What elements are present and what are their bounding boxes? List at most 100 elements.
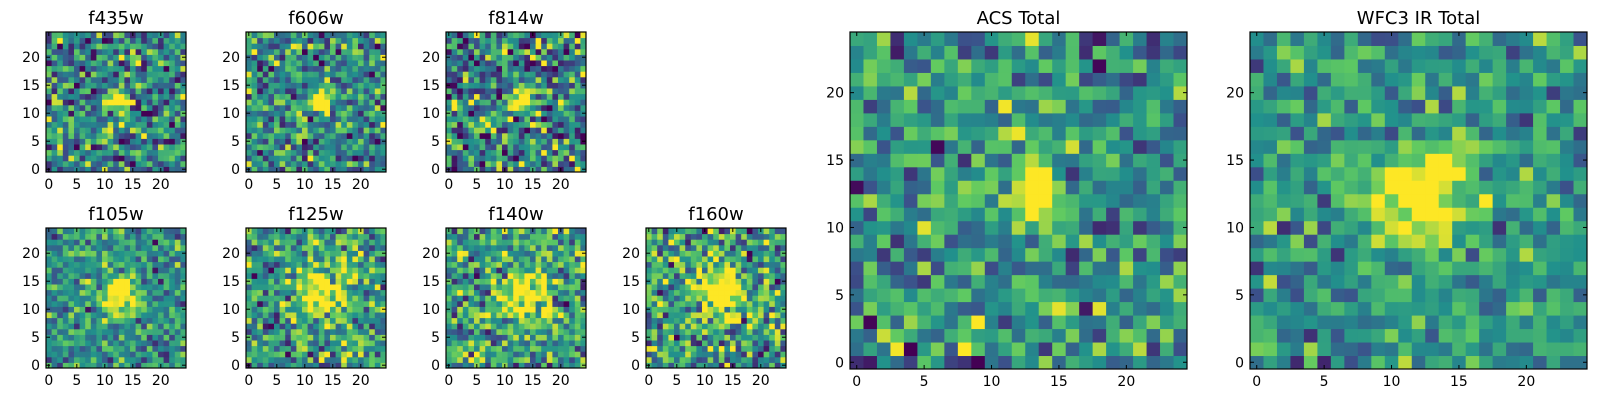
heatmap-cell xyxy=(246,312,253,319)
heatmap-cell xyxy=(1119,166,1134,181)
heatmap-cell xyxy=(752,306,759,313)
heatmap-cell xyxy=(68,306,75,313)
heatmap-cell xyxy=(152,43,159,50)
heatmap-cell xyxy=(251,250,258,257)
heatmap-cell xyxy=(462,71,469,78)
heatmap-cell xyxy=(479,127,486,134)
heatmap-cell xyxy=(930,234,945,249)
heatmap-cell xyxy=(530,48,537,55)
heatmap-cell xyxy=(158,144,165,151)
heatmap-cell xyxy=(730,289,737,296)
heatmap-cell xyxy=(930,261,945,276)
heatmap-cell xyxy=(479,149,486,156)
heatmap-cell xyxy=(130,239,137,246)
heatmap-cell xyxy=(113,340,120,347)
heatmap-cell xyxy=(141,104,148,111)
heatmap-cell xyxy=(530,261,537,268)
heatmap-cell xyxy=(102,93,109,100)
heatmap-cell xyxy=(246,351,253,358)
heatmap-cell xyxy=(502,104,509,111)
heatmap-cell xyxy=(774,323,781,330)
heatmap-cell xyxy=(474,295,481,302)
heatmap-cell xyxy=(546,250,553,257)
heatmap-cell xyxy=(374,127,381,134)
heatmap-cell xyxy=(1173,274,1188,289)
heatmap-cell xyxy=(702,256,709,263)
heatmap-cell xyxy=(468,155,475,162)
heatmap-cell xyxy=(524,149,531,156)
heatmap-cell xyxy=(135,160,142,167)
heatmap-cell xyxy=(262,295,269,302)
heatmap-cell xyxy=(558,138,565,145)
heatmap-cell xyxy=(290,323,297,330)
heatmap-cell xyxy=(169,121,176,128)
heatmap-cell xyxy=(174,340,181,347)
heatmap-cell xyxy=(307,261,314,268)
heatmap-cell xyxy=(158,272,165,279)
heatmap-cell xyxy=(679,233,686,240)
heatmap-cell xyxy=(324,121,331,128)
heatmap-cell xyxy=(290,278,297,285)
heatmap-cell xyxy=(468,284,475,291)
heatmap-cell xyxy=(702,312,709,319)
heatmap-cell xyxy=(62,160,69,167)
heatmap-cell xyxy=(57,250,64,257)
heatmap-cell xyxy=(696,328,703,335)
heatmap-cell xyxy=(346,104,353,111)
heatmap-cell xyxy=(674,356,681,363)
heatmap-cell xyxy=(90,239,97,246)
heatmap-cell xyxy=(507,76,514,83)
heatmap-cell xyxy=(1106,342,1121,357)
heatmap-cell xyxy=(574,104,581,111)
heatmap-cell xyxy=(462,312,469,319)
heatmap-cell xyxy=(62,60,69,67)
heatmap-cell xyxy=(569,267,576,274)
heatmap-cell xyxy=(135,345,142,352)
heatmap-cell xyxy=(146,356,153,363)
heatmap-cell xyxy=(51,149,58,156)
heatmap-cell xyxy=(1025,315,1040,330)
heatmap-cell xyxy=(769,340,776,347)
heatmap-cell xyxy=(62,233,69,240)
heatmap-cell xyxy=(352,239,359,246)
heatmap-cell xyxy=(724,334,731,341)
heatmap-cell xyxy=(485,127,492,134)
heatmap-cell xyxy=(690,300,697,307)
heatmap-cell xyxy=(135,149,142,156)
heatmap-cell xyxy=(507,149,514,156)
heatmap-cell xyxy=(257,121,264,128)
heatmap-cell xyxy=(696,233,703,240)
heatmap-cell xyxy=(268,306,275,313)
heatmap-cell xyxy=(68,250,75,257)
heatmap-cell xyxy=(57,289,64,296)
heatmap-cell xyxy=(90,127,97,134)
heatmap-cell xyxy=(569,99,576,106)
heatmap-cell xyxy=(341,60,348,67)
heatmap-cell xyxy=(124,71,131,78)
heatmap-cell xyxy=(462,340,469,347)
heatmap-cell xyxy=(780,295,787,302)
heatmap-cell xyxy=(758,250,765,257)
heatmap-cell xyxy=(341,43,348,50)
y-tick-label: 5 xyxy=(231,330,240,346)
heatmap-cell xyxy=(302,334,309,341)
heatmap-cell xyxy=(685,317,692,324)
heatmap-cell xyxy=(702,345,709,352)
heatmap-cell xyxy=(446,256,453,263)
heatmap-cell xyxy=(352,317,359,324)
heatmap-cell xyxy=(274,76,281,83)
heatmap-cell xyxy=(330,284,337,291)
heatmap-cell xyxy=(251,60,258,67)
heatmap-cell xyxy=(146,228,153,235)
heatmap-cell xyxy=(735,250,742,257)
heatmap-cell xyxy=(352,295,359,302)
heatmap-cell xyxy=(318,132,325,139)
heatmap-cell xyxy=(930,288,945,303)
heatmap-cell xyxy=(102,272,109,279)
heatmap-cell xyxy=(257,289,264,296)
heatmap-cell xyxy=(451,37,458,44)
heatmap-cell xyxy=(141,54,148,61)
heatmap-cell xyxy=(358,323,365,330)
heatmap-cell xyxy=(558,54,565,61)
heatmap-cell xyxy=(735,295,742,302)
